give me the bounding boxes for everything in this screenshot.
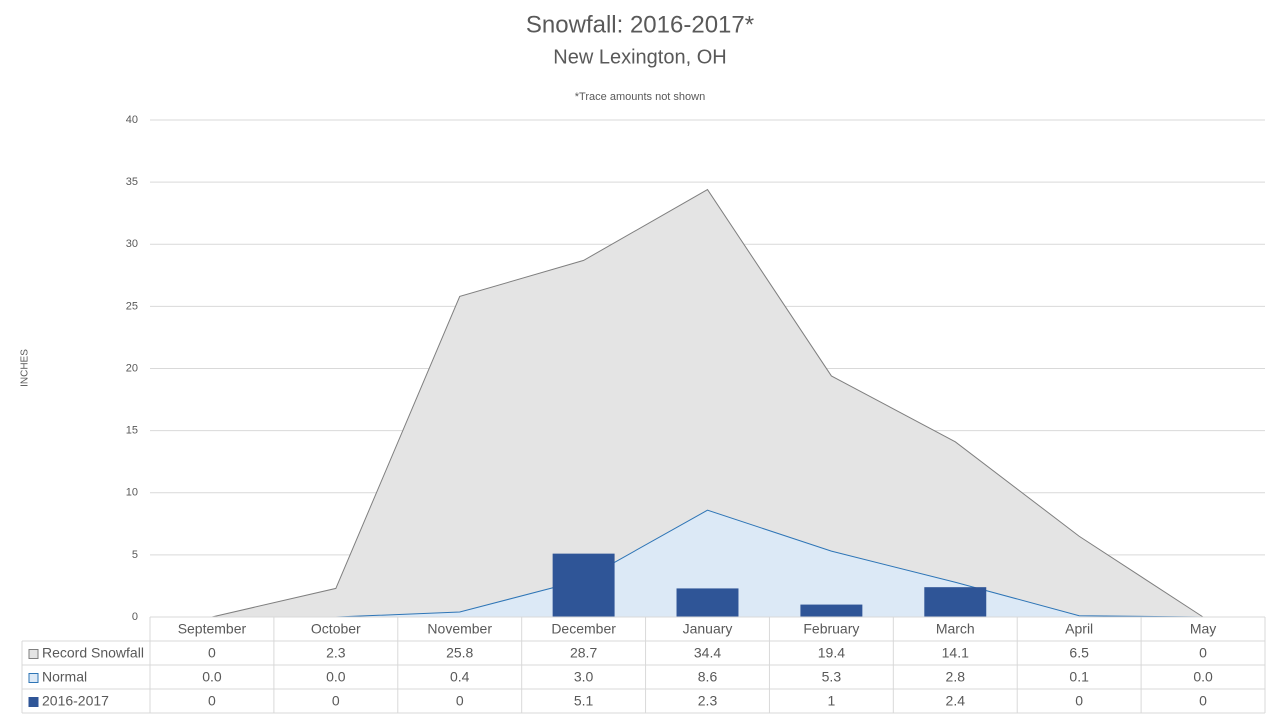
table-value: 0.0 (1193, 669, 1213, 685)
y-tick-label: 10 (126, 487, 138, 499)
table-value: 2.3 (326, 645, 346, 661)
table-value: 3.0 (574, 669, 594, 685)
table-value: 0.1 (1069, 669, 1089, 685)
x-tick-label: January (683, 621, 733, 637)
bar (924, 587, 987, 617)
table-value: 5.3 (822, 669, 842, 685)
y-tick-label: 0 (132, 611, 138, 623)
x-tick-label: March (936, 621, 975, 637)
table-value: 0 (1199, 645, 1207, 661)
bar (552, 553, 615, 617)
table-value: 2.3 (698, 693, 718, 709)
x-tick-label: April (1065, 621, 1093, 637)
y-tick-label: 40 (126, 114, 138, 126)
y-tick-label: 5 (132, 549, 138, 561)
table-value: 0 (208, 645, 216, 661)
y-tick-label: 35 (126, 176, 138, 188)
table-value: 0.0 (202, 669, 222, 685)
area-line (211, 188, 1204, 618)
legend-key (28, 673, 39, 683)
chart-title: Snowfall: 2016-2017* (526, 11, 754, 38)
table-value: 0 (208, 693, 216, 709)
table-value: 14.1 (942, 645, 969, 661)
table-value: 0.4 (450, 669, 470, 685)
y-tick-label: 15 (126, 425, 138, 437)
y-tick-label: 25 (126, 300, 138, 312)
x-tick-label: May (1190, 621, 1216, 637)
bar (676, 588, 739, 617)
x-tick-label: October (311, 621, 361, 637)
x-tick-label: November (427, 621, 492, 637)
x-tick-label: February (803, 621, 859, 637)
legend-key (28, 649, 39, 659)
table-value: 2.4 (946, 693, 966, 709)
table-value: 6.5 (1069, 645, 1089, 661)
y-tick-label: 30 (126, 238, 138, 250)
table-value: 19.4 (818, 645, 845, 661)
table-value: 0 (332, 693, 340, 709)
chart-subtitle: New Lexington, OH (553, 46, 726, 68)
table-value: 34.4 (694, 645, 721, 661)
y-axis-label: INCHES (20, 349, 31, 387)
legend-label: Normal (42, 669, 87, 685)
legend-label: 2016-2017 (42, 693, 109, 709)
table-value: 0 (1075, 693, 1083, 709)
table-value: 28.7 (570, 645, 597, 661)
chart-note: *Trace amounts not shown (575, 91, 705, 103)
x-tick-label: September (178, 621, 247, 637)
table-value: 5.1 (574, 693, 594, 709)
legend-key (28, 697, 39, 707)
table-value: 8.6 (698, 669, 718, 685)
table-value: 1 (827, 693, 835, 709)
table-value: 0 (456, 693, 464, 709)
bar (800, 604, 863, 617)
table-value: 25.8 (446, 645, 473, 661)
table-value: 0.0 (326, 669, 346, 685)
table-value: 0 (1199, 693, 1207, 709)
y-tick-label: 20 (126, 362, 138, 374)
legend-label: Record Snowfall (42, 645, 144, 661)
x-tick-label: December (551, 621, 616, 637)
table-value: 2.8 (946, 669, 966, 685)
area-line (211, 509, 1204, 618)
